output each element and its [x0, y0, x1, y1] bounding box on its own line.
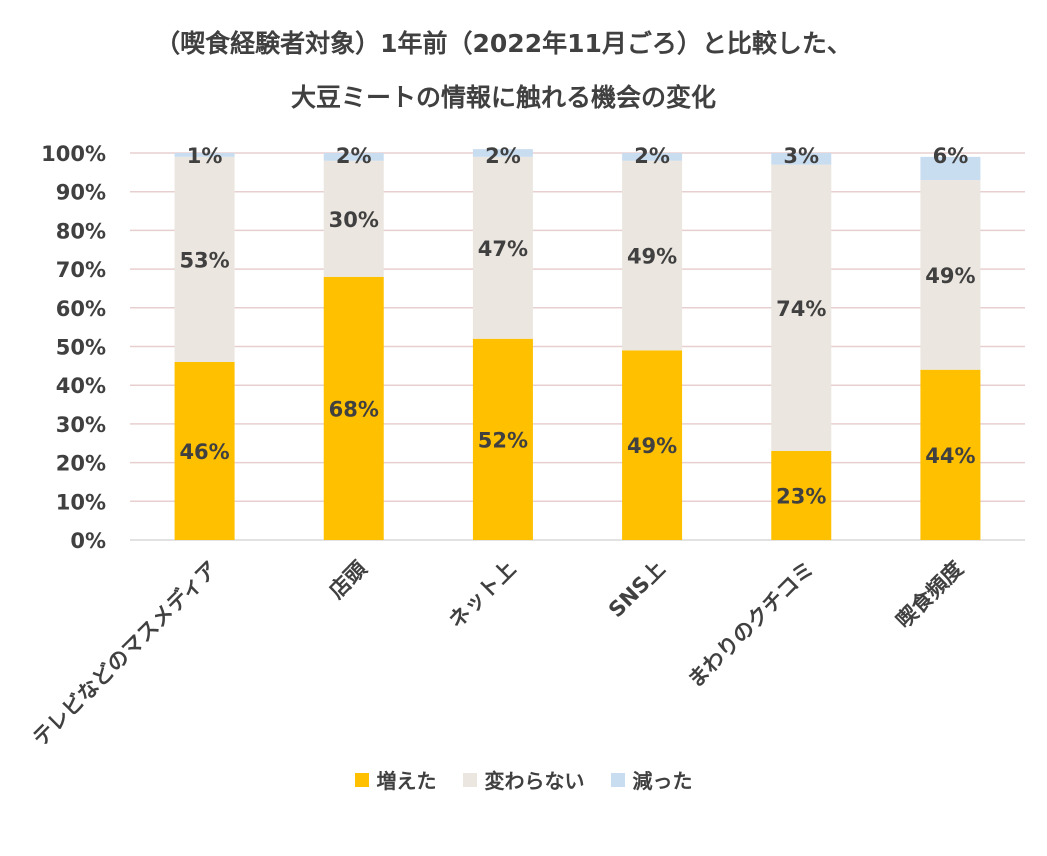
bar-segment: [472, 338, 533, 540]
bar-segment: [323, 276, 384, 540]
legend-item-unchanged: 変わらない: [462, 765, 585, 794]
legend-label-increased: 増えた: [376, 769, 437, 793]
y-tick-label: 40%: [56, 374, 106, 398]
chart-title-line-1: （喫食経験者対象）1年前（2022年11月ごろ）と比較した、: [155, 29, 852, 58]
data-label: 1%: [187, 144, 223, 168]
bar-segment: [771, 164, 832, 451]
y-tick-label: 10%: [56, 490, 106, 514]
legend-item-decreased: 減った: [610, 765, 693, 794]
bar-segment: [174, 156, 235, 362]
bar-segment: [472, 149, 533, 157]
x-tick-label: テレビなどのマスメディア: [28, 557, 222, 751]
data-label: 46%: [179, 440, 229, 464]
legend-item-increased: 増えた: [354, 765, 437, 794]
y-tick-label: 60%: [56, 297, 106, 321]
bar-segment: [771, 450, 832, 540]
data-label: 2%: [336, 144, 372, 168]
bar-segment: [920, 156, 981, 181]
bar-segment: [622, 153, 683, 161]
legend-swatch-increased: [354, 772, 369, 787]
data-label: 49%: [627, 434, 677, 458]
bar-segment: [472, 156, 533, 339]
data-label: 49%: [627, 245, 677, 269]
y-tick-label: 20%: [56, 452, 106, 476]
data-label: 2%: [485, 144, 521, 168]
data-label: 49%: [925, 264, 975, 288]
data-label: 2%: [634, 144, 670, 168]
y-tick-label: 80%: [56, 219, 106, 243]
bar-segment: [323, 153, 384, 161]
data-label: 23%: [776, 484, 826, 508]
y-tick-label: 50%: [56, 336, 106, 360]
bar-segment: [920, 369, 981, 540]
legend-swatch-decreased: [610, 772, 625, 787]
bar-segment: [174, 153, 235, 157]
data-label: 3%: [783, 144, 819, 168]
data-label: 52%: [478, 428, 528, 452]
legend: 増えた 変わらない 減った: [0, 765, 1047, 794]
data-label: 53%: [179, 248, 229, 272]
data-label: 47%: [478, 237, 528, 261]
data-label: 68%: [329, 397, 379, 421]
x-tick-label: 店頭: [325, 556, 372, 603]
legend-swatch-unchanged: [462, 772, 477, 787]
y-tick-label: 0%: [70, 529, 106, 553]
x-tick-label: 喫食頻度: [892, 557, 968, 633]
bar-segment: [771, 153, 832, 165]
y-tick-label: 90%: [56, 181, 106, 205]
data-label: 6%: [933, 144, 969, 168]
data-label: 44%: [925, 444, 975, 468]
bar-segment: [323, 160, 384, 277]
bar-segment: [622, 160, 683, 351]
x-tick-label: ネット上: [444, 557, 520, 633]
y-tick-label: 70%: [56, 258, 106, 282]
y-tick-label: 100%: [41, 142, 106, 166]
y-tick-label: 30%: [56, 413, 106, 437]
data-label: 30%: [329, 208, 379, 232]
bar-segment: [622, 350, 683, 540]
data-label: 74%: [776, 297, 826, 321]
x-tick-label: SNS上: [604, 557, 670, 623]
bar-segment: [174, 361, 235, 540]
chart-title-line-2: 大豆ミートの情報に触れる機会の変化: [290, 83, 716, 112]
x-tick-label: まわりのクチコミ: [683, 557, 819, 693]
legend-label-decreased: 減った: [632, 769, 693, 793]
legend-label-unchanged: 変わらない: [484, 769, 585, 793]
bar-segment: [920, 180, 981, 370]
